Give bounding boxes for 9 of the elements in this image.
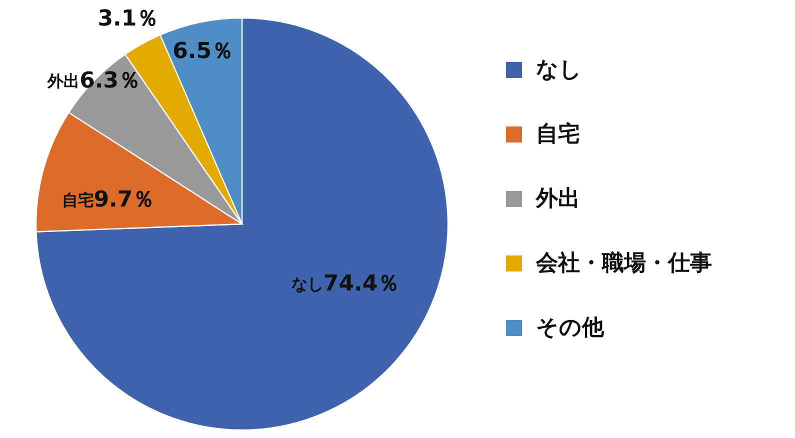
data-label: 自宅9.7％: [62, 187, 155, 212]
data-label: なし74.4％: [291, 271, 400, 296]
legend-label: その他: [536, 316, 605, 340]
legend-label: なし: [536, 58, 582, 82]
data-label: 6.5％: [172, 38, 234, 64]
legend-label: 自宅: [536, 121, 580, 147]
data-label: 3.1％: [98, 6, 159, 32]
legend-label: 会社・職場・仕事: [535, 251, 712, 276]
legend-label: 外出: [535, 186, 580, 212]
